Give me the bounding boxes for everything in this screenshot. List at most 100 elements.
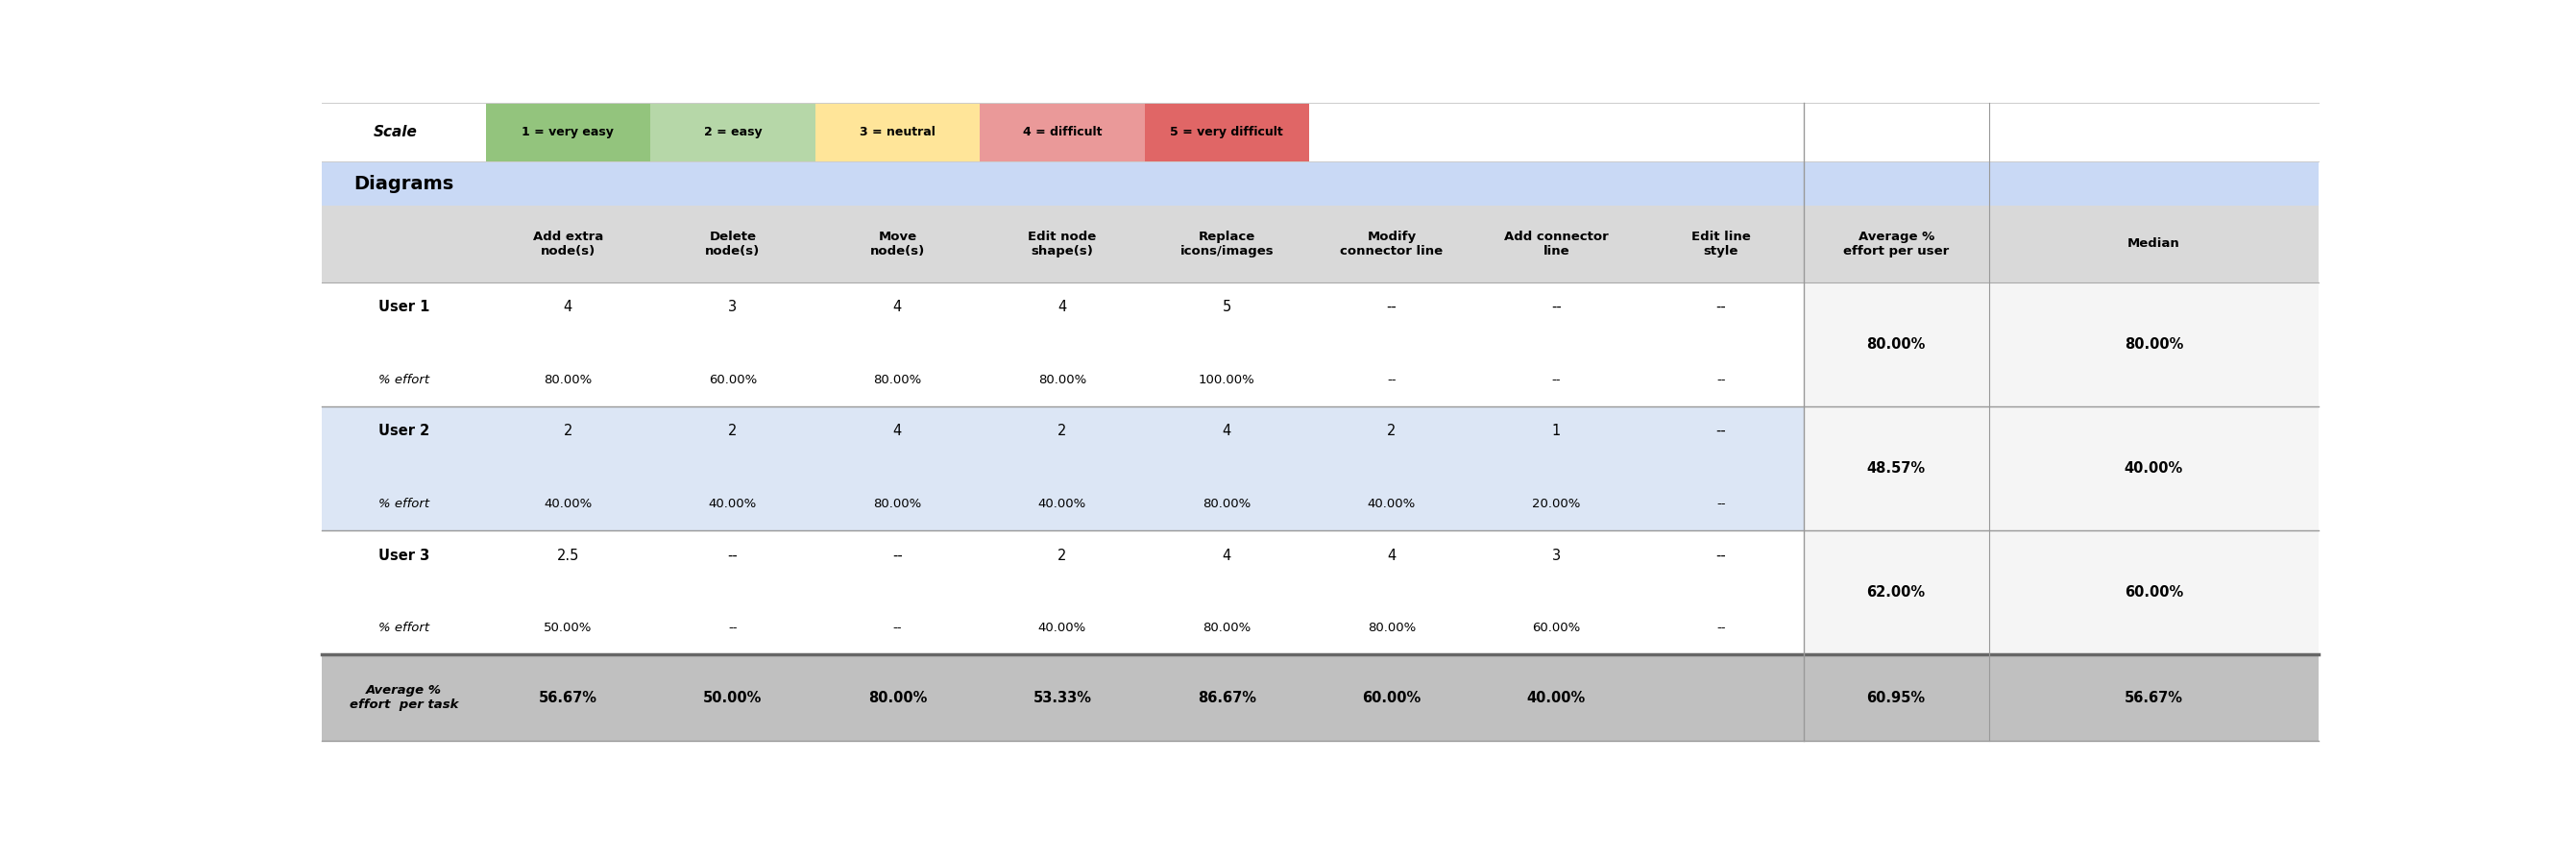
Text: 60.95%: 60.95% xyxy=(1868,691,1924,704)
Text: 86.67%: 86.67% xyxy=(1198,691,1257,704)
Text: --: -- xyxy=(1386,299,1396,314)
Text: User 2: User 2 xyxy=(379,424,430,438)
Text: % effort: % effort xyxy=(379,373,430,386)
Text: Average %
effort  per task: Average % effort per task xyxy=(350,684,459,711)
Text: 2 = easy: 2 = easy xyxy=(703,126,762,138)
Text: --: -- xyxy=(1716,498,1726,511)
Text: % effort: % effort xyxy=(379,622,430,634)
Text: --: -- xyxy=(891,548,902,563)
Text: Add connector
line: Add connector line xyxy=(1504,231,1607,257)
Text: 4: 4 xyxy=(894,299,902,314)
Text: 40.00%: 40.00% xyxy=(2125,461,2182,475)
Bar xyxy=(979,103,1144,161)
Text: 20.00%: 20.00% xyxy=(1533,498,1582,511)
Text: 1: 1 xyxy=(1551,424,1561,438)
Bar xyxy=(649,103,814,161)
Bar xyxy=(1989,406,2318,530)
Text: 4 = difficult: 4 = difficult xyxy=(1023,126,1103,138)
Text: 80.00%: 80.00% xyxy=(544,373,592,386)
Bar xyxy=(322,655,2318,740)
Text: 4: 4 xyxy=(1224,548,1231,563)
Text: --: -- xyxy=(1716,373,1726,386)
Bar xyxy=(487,103,649,161)
Text: --: -- xyxy=(1551,373,1561,386)
Bar xyxy=(1144,103,1309,161)
Text: 2: 2 xyxy=(1059,424,1066,438)
Bar xyxy=(1989,530,2318,655)
Text: 4: 4 xyxy=(1386,548,1396,563)
Text: 2: 2 xyxy=(1059,548,1066,563)
Text: 80.00%: 80.00% xyxy=(868,691,927,704)
Text: 3: 3 xyxy=(1551,548,1561,563)
Bar xyxy=(322,530,1803,655)
Bar xyxy=(322,282,1803,406)
Text: 40.00%: 40.00% xyxy=(1038,622,1087,634)
Text: 80.00%: 80.00% xyxy=(873,373,922,386)
Text: 5: 5 xyxy=(1224,299,1231,314)
Text: 1 = very easy: 1 = very easy xyxy=(523,126,613,138)
Text: 56.67%: 56.67% xyxy=(2125,691,2182,704)
Text: 50.00%: 50.00% xyxy=(703,691,762,704)
Bar xyxy=(322,206,2318,282)
Text: --: -- xyxy=(1716,299,1726,314)
Text: 60.00%: 60.00% xyxy=(708,373,757,386)
Text: --: -- xyxy=(1716,622,1726,634)
Text: 100.00%: 100.00% xyxy=(1198,373,1255,386)
Text: --: -- xyxy=(894,622,902,634)
Text: Median: Median xyxy=(2128,238,2179,251)
Text: 2: 2 xyxy=(729,424,737,438)
Text: Delete
node(s): Delete node(s) xyxy=(706,231,760,257)
Text: Modify
connector line: Modify connector line xyxy=(1340,231,1443,257)
Text: Average %
effort per user: Average % effort per user xyxy=(1844,231,1950,257)
Text: Edit node
shape(s): Edit node shape(s) xyxy=(1028,231,1097,257)
Text: 80.00%: 80.00% xyxy=(1203,622,1252,634)
Text: 2.5: 2.5 xyxy=(556,548,580,563)
Text: 4: 4 xyxy=(1059,299,1066,314)
Text: Edit line
style: Edit line style xyxy=(1692,231,1752,257)
Text: 56.67%: 56.67% xyxy=(538,691,598,704)
Text: 80.00%: 80.00% xyxy=(1368,622,1417,634)
Text: Diagrams: Diagrams xyxy=(353,174,453,193)
Text: User 1: User 1 xyxy=(379,299,430,314)
Text: 40.00%: 40.00% xyxy=(708,498,757,511)
Text: 48.57%: 48.57% xyxy=(1868,461,1924,475)
Text: --: -- xyxy=(729,622,737,634)
Text: 53.33%: 53.33% xyxy=(1033,691,1092,704)
Text: --: -- xyxy=(1716,424,1726,438)
Text: 4: 4 xyxy=(1224,424,1231,438)
Text: 3 = neutral: 3 = neutral xyxy=(860,126,935,138)
Bar xyxy=(1989,282,2318,406)
Text: Add extra
node(s): Add extra node(s) xyxy=(533,231,603,257)
Text: 60.00%: 60.00% xyxy=(1533,622,1582,634)
Text: 4: 4 xyxy=(564,299,572,314)
Bar xyxy=(322,161,2318,206)
Text: 62.00%: 62.00% xyxy=(1868,585,1924,600)
Bar xyxy=(1803,282,1989,406)
Text: 40.00%: 40.00% xyxy=(1038,498,1087,511)
Text: 3: 3 xyxy=(729,299,737,314)
Text: --: -- xyxy=(1716,548,1726,563)
Text: User 3: User 3 xyxy=(379,548,430,563)
Text: % effort: % effort xyxy=(379,498,430,511)
Text: Move
node(s): Move node(s) xyxy=(871,231,925,257)
Text: 5 = very difficult: 5 = very difficult xyxy=(1170,126,1283,138)
Text: 60.00%: 60.00% xyxy=(2125,585,2182,600)
Text: --: -- xyxy=(1386,373,1396,386)
Bar xyxy=(1803,406,1989,530)
Bar xyxy=(322,406,1803,530)
Bar xyxy=(814,103,979,161)
Text: 60.00%: 60.00% xyxy=(1363,691,1422,704)
Text: Scale: Scale xyxy=(374,124,417,139)
Bar xyxy=(1803,530,1989,655)
Text: --: -- xyxy=(726,548,737,563)
Text: 80.00%: 80.00% xyxy=(2125,337,2184,351)
Bar xyxy=(322,103,2318,161)
Text: 40.00%: 40.00% xyxy=(544,498,592,511)
Text: 80.00%: 80.00% xyxy=(873,498,922,511)
Text: 80.00%: 80.00% xyxy=(1203,498,1252,511)
Text: --: -- xyxy=(1551,299,1561,314)
Text: 50.00%: 50.00% xyxy=(544,622,592,634)
Bar xyxy=(1989,655,2318,740)
Text: 2: 2 xyxy=(1386,424,1396,438)
Text: 80.00%: 80.00% xyxy=(1038,373,1087,386)
